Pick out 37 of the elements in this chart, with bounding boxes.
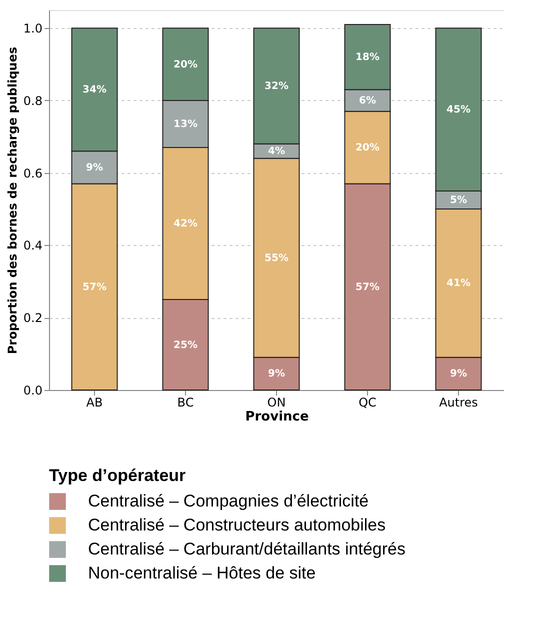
data-label: 6% <box>359 95 376 106</box>
data-label: 5% <box>450 195 467 206</box>
legend-label: Centralisé – Carburant/détaillants intégrés <box>88 540 406 558</box>
y-tick-label: 0.2 <box>23 311 42 326</box>
x-tick-label: Autres <box>439 396 478 410</box>
data-label: 13% <box>174 119 198 130</box>
x-tick-label: AB <box>86 396 103 410</box>
x-axis-title: Province <box>245 410 309 424</box>
y-axis-title: Proportion des bornes de recharge publiques <box>5 46 20 354</box>
data-label: 9% <box>86 162 103 174</box>
data-label: 4% <box>268 146 285 158</box>
x-tick-label: ON <box>267 396 286 410</box>
legend-label: Centralisé – Constructeurs automobiles <box>88 516 386 534</box>
y-tick-label: 0.8 <box>23 94 42 108</box>
y-tick-label: 0.6 <box>23 166 42 180</box>
data-label: 45% <box>446 104 470 116</box>
y-tick-label: 0.4 <box>23 238 42 253</box>
data-label: 42% <box>174 218 198 230</box>
data-label: 9% <box>450 368 467 380</box>
y-tick-label: 0.0 <box>23 384 42 398</box>
data-label: 57% <box>356 282 380 293</box>
data-label: 20% <box>174 59 198 70</box>
x-tick-label: BC <box>177 396 194 410</box>
data-label: 20% <box>356 142 380 154</box>
data-label: 9% <box>268 368 285 380</box>
data-label: 32% <box>264 81 288 92</box>
y-tick-label: 1.0 <box>23 22 42 36</box>
legend-label: Non-centralisé – Hôtes de site <box>88 564 316 582</box>
data-label: 57% <box>82 282 106 293</box>
data-label: 55% <box>264 252 288 264</box>
x-tick-label: QC <box>358 396 376 410</box>
data-label: 18% <box>356 52 380 64</box>
data-label: 41% <box>446 278 470 290</box>
legend-title: Type d’opérateur <box>49 466 186 485</box>
legend-label: Centralisé – Compagnies d’électricité <box>88 492 369 510</box>
data-label: 34% <box>82 84 106 96</box>
data-label: 25% <box>174 340 198 351</box>
